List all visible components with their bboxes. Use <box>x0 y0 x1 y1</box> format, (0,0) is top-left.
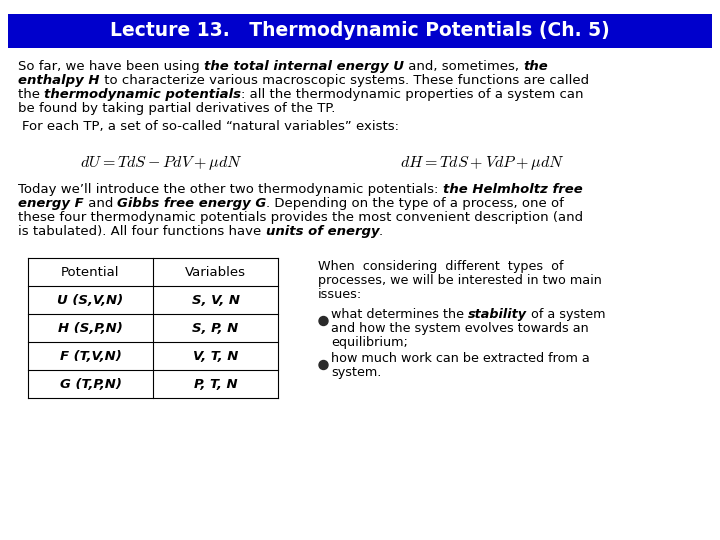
Text: Today we’ll introduce the other two thermodynamic potentials:: Today we’ll introduce the other two ther… <box>18 183 443 196</box>
Text: units of energy: units of energy <box>266 225 379 238</box>
Text: G (T,P,N): G (T,P,N) <box>60 377 122 390</box>
Text: enthalpy H: enthalpy H <box>18 74 99 87</box>
Text: : all the thermodynamic properties of a system can: : all the thermodynamic properties of a … <box>241 88 584 101</box>
Text: V, T, N: V, T, N <box>193 349 238 362</box>
Text: equilibrium;: equilibrium; <box>331 336 408 349</box>
Text: Variables: Variables <box>185 266 246 279</box>
Text: what determines the: what determines the <box>331 308 468 321</box>
Text: So far, we have been using: So far, we have been using <box>18 60 204 73</box>
Bar <box>8 14 712 48</box>
Text: H (S,P,N): H (S,P,N) <box>58 321 123 334</box>
Text: U (S,V,N): U (S,V,N) <box>58 294 124 307</box>
Text: Potential: Potential <box>61 266 120 279</box>
Text: issues:: issues: <box>318 288 362 301</box>
Text: energy F: energy F <box>18 197 84 210</box>
Text: F (T,V,N): F (T,V,N) <box>60 349 122 362</box>
Text: and how the system evolves towards an: and how the system evolves towards an <box>331 322 589 335</box>
Circle shape <box>319 316 328 326</box>
Text: processes, we will be interested in two main: processes, we will be interested in two … <box>318 274 602 287</box>
Text: the total internal energy U: the total internal energy U <box>204 60 404 73</box>
Text: and: and <box>84 197 117 210</box>
Text: the Helmholtz free: the Helmholtz free <box>443 183 582 196</box>
Text: is tabulated). All four functions have: is tabulated). All four functions have <box>18 225 266 238</box>
Text: . Depending on the type of a process, one of: . Depending on the type of a process, on… <box>266 197 564 210</box>
Text: the: the <box>523 60 548 73</box>
Text: and, sometimes,: and, sometimes, <box>404 60 523 73</box>
Text: Gibbs free energy G: Gibbs free energy G <box>117 197 266 210</box>
Text: For each TP, a set of so-called “natural variables” exists:: For each TP, a set of so-called “natural… <box>22 120 399 133</box>
Text: P, T, N: P, T, N <box>194 377 238 390</box>
Text: the: the <box>18 88 44 101</box>
Text: system.: system. <box>331 366 382 379</box>
Text: thermodynamic potentials: thermodynamic potentials <box>44 88 241 101</box>
Circle shape <box>319 361 328 369</box>
Text: to characterize various macroscopic systems. These functions are called: to characterize various macroscopic syst… <box>99 74 589 87</box>
Text: Lecture 13.   Thermodynamic Potentials (Ch. 5): Lecture 13. Thermodynamic Potentials (Ch… <box>110 22 610 40</box>
Text: how much work can be extracted from a: how much work can be extracted from a <box>331 352 590 365</box>
Text: .: . <box>379 225 383 238</box>
Text: $dH = TdS + VdP + \mu dN$: $dH = TdS + VdP + \mu dN$ <box>400 154 565 172</box>
Text: be found by taking partial derivatives of the TP.: be found by taking partial derivatives o… <box>18 102 336 115</box>
Text: of a system: of a system <box>527 308 606 321</box>
Text: $dU = TdS - PdV + \mu dN$: $dU = TdS - PdV + \mu dN$ <box>80 154 243 172</box>
Text: S, P, N: S, P, N <box>192 321 238 334</box>
Text: these four thermodynamic potentials provides the most convenient description (an: these four thermodynamic potentials prov… <box>18 211 583 224</box>
Text: S, V, N: S, V, N <box>192 294 240 307</box>
Text: stability: stability <box>468 308 527 321</box>
Text: When  considering  different  types  of: When considering different types of <box>318 260 564 273</box>
